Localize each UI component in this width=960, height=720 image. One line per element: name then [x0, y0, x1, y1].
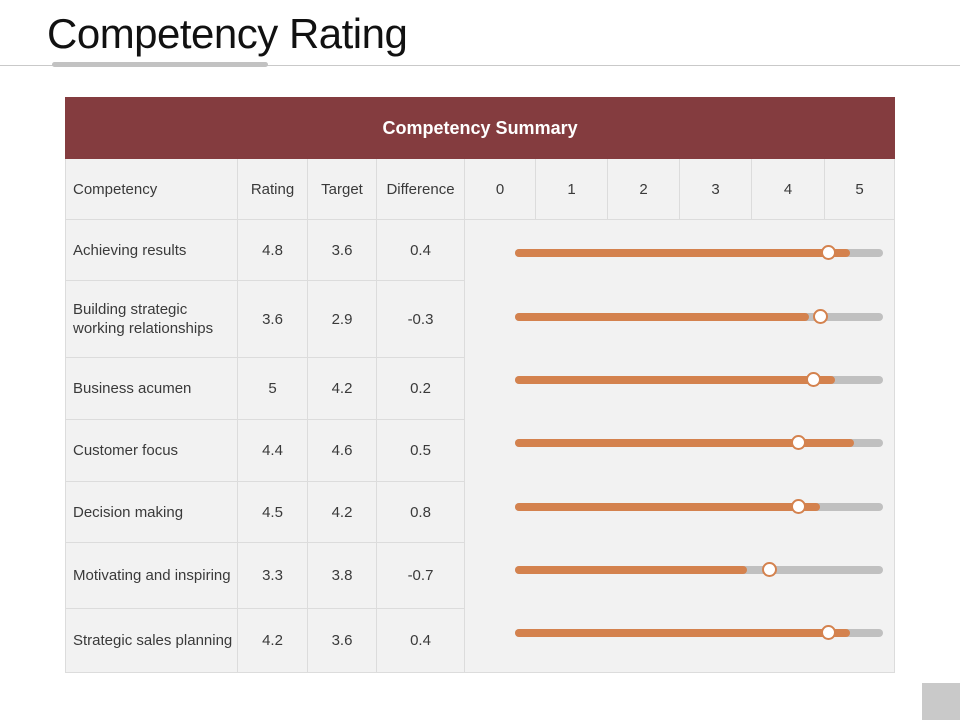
rating-bar-marker: [806, 372, 822, 387]
rating-bar-fill: [515, 629, 850, 637]
column-header-target: Target: [307, 158, 377, 220]
rating-bar-marker: [820, 245, 836, 260]
scale-tick-5: 5: [823, 158, 896, 220]
rating-bar-fill: [515, 249, 850, 257]
table-row: Building strategic working relationships…: [65, 280, 895, 358]
scale-tick-2: 2: [607, 158, 680, 220]
difference-value: 0.4: [376, 219, 465, 281]
target-value: 3.6: [307, 608, 377, 673]
slide-title: Competency Rating: [47, 10, 408, 57]
rating-bar-marker: [791, 435, 807, 450]
competency-summary-table: Competency Summary Competency Rating Tar…: [64, 97, 896, 673]
target-value: 3.6: [307, 219, 377, 281]
rating-value: 3.3: [237, 542, 308, 609]
rating-bar-track: [515, 625, 883, 640]
column-header-competency: Competency: [65, 158, 238, 220]
scale-tick-3: 3: [679, 158, 752, 220]
table-row: Business acumen 5 4.2 0.2: [65, 357, 895, 420]
scale-tick-4: 4: [751, 158, 825, 220]
rating-value: 5: [237, 357, 308, 420]
slide-corner-marker: [922, 683, 960, 720]
table-row: Motivating and inspiring 3.3 3.8 -0.7: [65, 542, 895, 609]
rating-bar-fill: [515, 313, 810, 321]
table-row: Decision making 4.5 4.2 0.8: [65, 481, 895, 543]
rating-bar-fill: [515, 439, 854, 447]
rating-value: 4.2: [237, 608, 308, 673]
rating-bar-marker: [791, 499, 807, 514]
competency-name: Strategic sales planning: [65, 608, 238, 673]
rating-bar-track: [515, 245, 883, 260]
competency-name: Motivating and inspiring: [65, 542, 238, 609]
difference-value: 0.8: [376, 481, 465, 543]
rating-bar-track: [515, 499, 883, 514]
difference-value: 0.5: [376, 419, 465, 482]
rating-value: 4.8: [237, 219, 308, 281]
rating-bar-fill: [515, 566, 747, 574]
title-underline-accent: [52, 62, 268, 67]
target-value: 2.9: [307, 280, 377, 358]
rating-bar-track: [515, 435, 883, 450]
rating-value: 4.5: [237, 481, 308, 543]
rating-value: 3.6: [237, 280, 308, 358]
rating-bar-track: [515, 372, 883, 387]
competency-name: Customer focus: [65, 419, 238, 482]
title-divider: [0, 65, 960, 66]
competency-name: Achieving results: [65, 219, 238, 281]
table-row: Achieving results 4.8 3.6 0.4: [65, 219, 896, 673]
rating-bar-track: [515, 309, 883, 324]
difference-value: -0.3: [376, 280, 465, 358]
competency-name: Decision making: [65, 481, 238, 543]
column-header-difference: Difference: [376, 158, 465, 220]
rating-bar-marker: [813, 309, 829, 324]
rating-value: 4.4: [237, 419, 308, 482]
target-value: 4.2: [307, 481, 377, 543]
difference-value: 0.4: [376, 608, 465, 673]
table-row: Strategic sales planning 4.2 3.6 0.4: [65, 608, 895, 673]
rating-bar-track: [515, 562, 883, 577]
scale-tick-1: 1: [535, 158, 608, 220]
rating-bar-fill: [515, 503, 821, 511]
table-heading: Competency Summary: [64, 97, 896, 159]
table-row: Customer focus 4.4 4.6 0.5: [65, 419, 895, 482]
rating-bar-marker: [820, 625, 836, 640]
target-value: 4.2: [307, 357, 377, 420]
rating-bars-area: [463, 219, 896, 673]
difference-value: 0.2: [376, 357, 465, 420]
target-value: 3.8: [307, 542, 377, 609]
rating-bar-marker: [761, 562, 777, 577]
rating-bar-fill: [515, 376, 836, 384]
target-value: 4.6: [307, 419, 377, 482]
competency-name: Building strategic working relationships: [65, 280, 238, 358]
difference-value: -0.7: [376, 542, 465, 609]
competency-name: Business acumen: [65, 357, 238, 420]
scale-tick-0: 0: [464, 158, 536, 220]
column-header-rating: Rating: [237, 158, 308, 220]
